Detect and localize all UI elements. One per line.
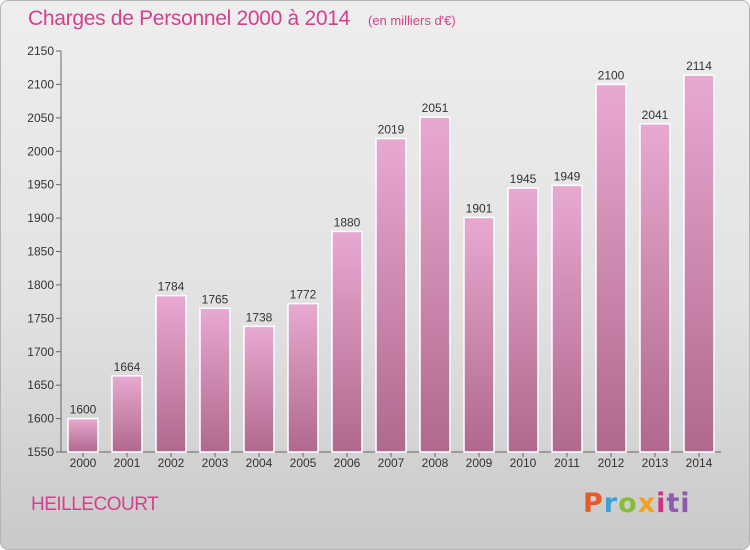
x-tick-label: 2013	[642, 456, 669, 470]
commune-name: HEILLECOURT	[31, 494, 159, 515]
x-tick-label: 2002	[158, 456, 185, 470]
x-tick-label: 2003	[202, 456, 229, 470]
bar-value-label: 1664	[114, 360, 141, 374]
x-tick-label: 2014	[686, 456, 713, 470]
y-tick-label: 1850	[27, 245, 54, 259]
bar-value-label: 2114	[686, 59, 712, 73]
y-tick-label: 1550	[27, 445, 54, 459]
y-tick-label: 1800	[27, 278, 54, 292]
bar-value-label: 2051	[422, 101, 449, 115]
bar	[375, 137, 407, 453]
bar	[463, 216, 495, 453]
bar	[419, 116, 451, 453]
y-tick-label: 2100	[27, 77, 54, 91]
bar	[67, 417, 99, 453]
bar-value-label: 1949	[554, 169, 581, 183]
x-tick-label: 2000	[70, 456, 97, 470]
x-tick-label: 2001	[114, 456, 141, 470]
bar-value-label: 2019	[378, 123, 405, 137]
bar	[551, 184, 583, 453]
y-tick-label: 1650	[27, 378, 54, 392]
chart-subtitle: (en milliers d'€)	[367, 13, 456, 28]
x-tick-label: 2007	[378, 456, 405, 470]
bar-value-label: 1772	[290, 288, 317, 302]
logo-letter: ti	[666, 488, 691, 519]
x-tick-label: 2009	[466, 456, 493, 470]
bar-value-label: 1784	[158, 280, 185, 294]
chart-title-text: Charges de Personnel 2000 à 2014	[28, 7, 350, 30]
x-tick-label: 2005	[290, 456, 317, 470]
y-tick-label: 1950	[27, 178, 54, 192]
bar-value-label: 2041	[642, 108, 669, 122]
bar	[287, 302, 319, 453]
bar-value-label: 1880	[334, 215, 361, 229]
bar	[243, 325, 275, 453]
bar	[507, 187, 539, 453]
logo-letter: o	[618, 488, 638, 519]
x-tick-label: 2008	[422, 456, 449, 470]
bar-value-label: 1945	[510, 172, 537, 186]
x-tick-label: 2004	[246, 456, 273, 470]
x-tick-label: 2006	[334, 456, 361, 470]
bar	[595, 83, 627, 453]
y-tick-label: 2050	[27, 111, 54, 125]
logo-letter: r	[603, 488, 619, 519]
chart-title: Charges de Personnel 2000 à 2014 (en mill…	[28, 7, 456, 31]
y-tick-label: 2150	[27, 44, 54, 58]
bar	[199, 307, 231, 453]
bar-value-label: 1738	[246, 310, 273, 324]
bar-value-label: 1765	[202, 292, 229, 306]
bar	[639, 123, 671, 453]
proxiti-logo: Proxiti	[583, 488, 691, 519]
bar	[683, 74, 715, 453]
bar	[155, 294, 187, 453]
bar-value-label: 1600	[70, 403, 97, 417]
x-tick-label: 2010	[510, 456, 537, 470]
y-tick-label: 1600	[27, 412, 54, 426]
bar	[331, 230, 363, 453]
y-tick-label: 1700	[27, 345, 54, 359]
logo-letter: P	[583, 488, 604, 519]
y-tick-label: 1900	[27, 211, 54, 225]
x-tick-label: 2012	[598, 456, 625, 470]
x-tick-label: 2011	[554, 456, 580, 470]
bar-value-label: 2100	[598, 68, 625, 82]
logo-letter: x	[637, 488, 657, 519]
bar	[111, 375, 143, 453]
bar-value-label: 1901	[466, 201, 493, 215]
y-tick-label: 2000	[27, 144, 54, 158]
y-tick-label: 1750	[27, 311, 54, 325]
logo-letter: i	[656, 488, 667, 519]
